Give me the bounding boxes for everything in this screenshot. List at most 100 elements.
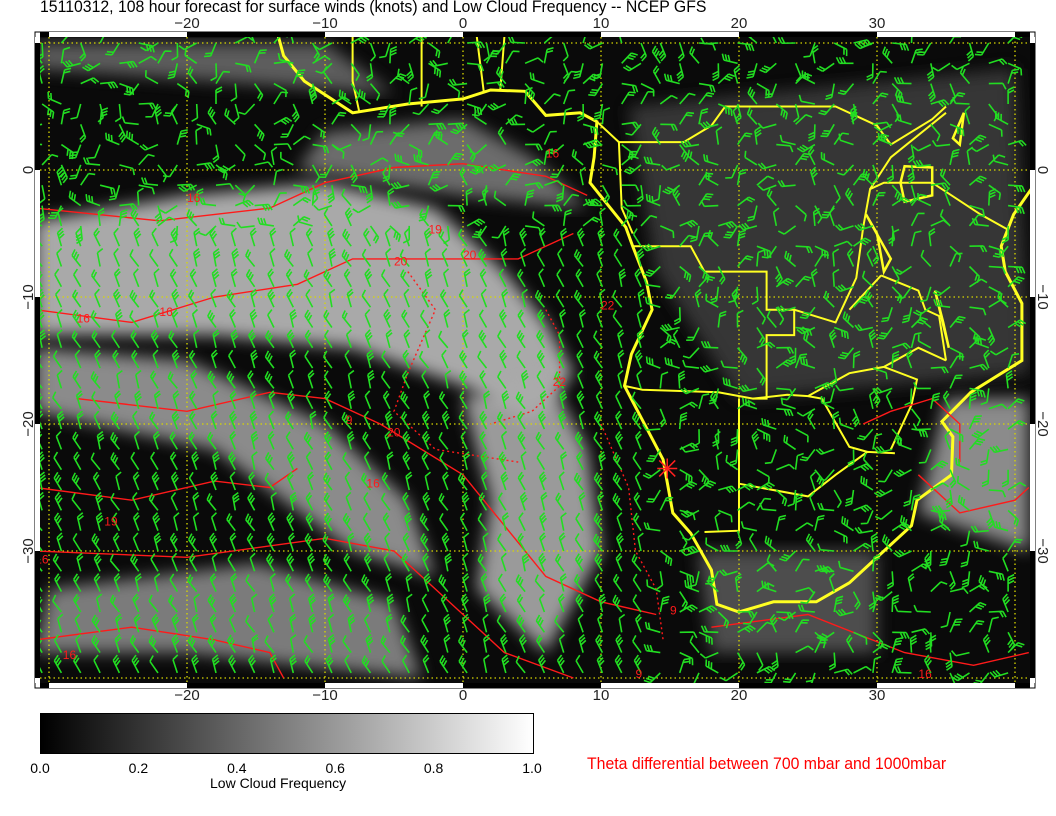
wind-barb-icon bbox=[151, 471, 160, 491]
wind-barb-icon bbox=[273, 143, 292, 151]
wind-barb-shaft bbox=[646, 448, 661, 463]
wind-barb-shaft bbox=[273, 192, 287, 206]
wind-barb-icon bbox=[69, 164, 82, 180]
wind-barb-icon bbox=[680, 446, 700, 453]
country-border bbox=[617, 142, 634, 234]
wind-barb-shaft bbox=[421, 288, 430, 308]
wind-barb-shaft bbox=[924, 552, 932, 572]
wind-barb-shaft bbox=[642, 423, 661, 431]
wind-barb-shaft bbox=[1007, 641, 1025, 654]
wind-barb-shaft bbox=[171, 613, 180, 633]
wind-barb-icon bbox=[382, 167, 391, 186]
wind-barb-icon bbox=[171, 308, 179, 328]
wind-barb-shaft bbox=[248, 471, 256, 491]
wind-barb-icon bbox=[529, 72, 545, 85]
wind-barb-icon bbox=[439, 451, 449, 471]
wind-barb-icon bbox=[323, 269, 333, 288]
wind-barb-shaft bbox=[210, 63, 218, 82]
colorbar-tick: 0.0 bbox=[30, 760, 50, 776]
wind-barb-shaft bbox=[893, 665, 912, 674]
wind-barb-icon bbox=[631, 391, 642, 410]
wind-barb-shaft bbox=[583, 42, 603, 50]
wind-barb-shaft bbox=[909, 634, 918, 653]
wind-barb-icon bbox=[700, 37, 719, 45]
wind-barb-shaft bbox=[440, 593, 449, 613]
wind-barb-shaft bbox=[877, 327, 893, 340]
wind-barb-shaft bbox=[847, 449, 855, 468]
wind-barb-shaft bbox=[846, 634, 855, 653]
wind-barb-shaft bbox=[270, 146, 278, 166]
wind-barb-icon bbox=[304, 309, 314, 328]
wind-barb-icon bbox=[957, 495, 970, 512]
wind-barb-icon bbox=[322, 573, 333, 593]
wind-barb-icon bbox=[362, 512, 372, 532]
wind-barb-shaft bbox=[717, 73, 736, 85]
wind-barb-icon bbox=[838, 417, 854, 430]
wind-barb-icon bbox=[795, 522, 814, 532]
wind-barb-icon bbox=[919, 286, 932, 303]
wind-barb-shaft bbox=[380, 370, 391, 389]
wind-barb-icon bbox=[93, 654, 101, 674]
wind-barb-icon bbox=[912, 143, 932, 152]
wind-barb-icon bbox=[347, 613, 356, 633]
wind-barb-shaft bbox=[853, 542, 872, 552]
wind-barb-shaft bbox=[478, 329, 488, 349]
wind-barb-shaft bbox=[363, 552, 372, 572]
wind-barb-icon bbox=[229, 471, 237, 491]
wind-barb-icon bbox=[834, 284, 854, 293]
wind-barb-shaft bbox=[285, 268, 294, 288]
wind-barb-icon bbox=[932, 286, 951, 297]
wind-barb-shaft bbox=[109, 594, 121, 613]
frame-stripe-top bbox=[325, 32, 463, 37]
wind-barb-shaft bbox=[1007, 37, 1025, 44]
wind-barb-icon bbox=[385, 247, 392, 267]
wind-barb-icon bbox=[756, 582, 775, 593]
wind-barb-shaft bbox=[736, 229, 747, 247]
wind-barb-icon bbox=[832, 410, 840, 430]
wind-barb-icon bbox=[40, 45, 43, 64]
wind-barb-shaft bbox=[621, 82, 639, 93]
wind-barb-icon bbox=[413, 154, 429, 166]
wind-barb-icon bbox=[679, 591, 689, 610]
wind-barb-shaft bbox=[119, 164, 136, 176]
wind-barb-icon bbox=[643, 672, 661, 683]
wind-barb-shaft bbox=[68, 190, 82, 207]
wind-barb-shaft bbox=[837, 164, 855, 176]
wind-barb-icon bbox=[536, 370, 546, 389]
wind-barb-icon bbox=[54, 288, 63, 308]
wind-barb-icon bbox=[556, 654, 565, 674]
wind-barb-icon bbox=[738, 384, 758, 393]
wind-barb-icon bbox=[700, 200, 719, 208]
wind-barb-shaft bbox=[424, 247, 432, 267]
wind-barb-icon bbox=[149, 411, 159, 430]
wind-barb-shaft bbox=[292, 135, 311, 146]
wind-barb-icon bbox=[507, 37, 526, 44]
wind-barb-icon bbox=[837, 83, 855, 96]
wind-barb-icon bbox=[93, 573, 101, 592]
wind-barb-icon bbox=[535, 614, 546, 633]
wind-barb-shaft bbox=[427, 170, 441, 186]
wind-barb-shaft bbox=[853, 665, 872, 674]
wind-barb-shaft bbox=[189, 410, 198, 430]
wind-barb-shaft bbox=[389, 225, 402, 242]
wind-barb-icon bbox=[428, 62, 442, 78]
wind-barb-shaft bbox=[597, 227, 606, 247]
wind-barb-icon bbox=[187, 635, 198, 654]
wind-barb-shaft bbox=[736, 255, 754, 268]
wind-barb-shaft bbox=[110, 431, 121, 450]
wind-barb-icon bbox=[864, 289, 874, 308]
wind-barb-icon bbox=[267, 268, 275, 288]
wind-barb-icon bbox=[110, 411, 121, 430]
wind-barb-shaft bbox=[794, 619, 810, 633]
wind-barb-shaft bbox=[40, 248, 43, 267]
wind-barb-icon bbox=[988, 616, 999, 633]
wind-barb-icon bbox=[1007, 398, 1025, 410]
wind-barb-icon bbox=[717, 266, 726, 285]
wind-barb-icon bbox=[73, 593, 82, 613]
wind-barb-shaft bbox=[795, 275, 812, 288]
wind-barb-icon bbox=[389, 132, 405, 146]
wind-barb-icon bbox=[228, 451, 237, 471]
wind-barb-icon bbox=[408, 143, 423, 158]
wind-barb-shaft bbox=[933, 298, 951, 308]
wind-barb-shaft bbox=[234, 184, 247, 202]
